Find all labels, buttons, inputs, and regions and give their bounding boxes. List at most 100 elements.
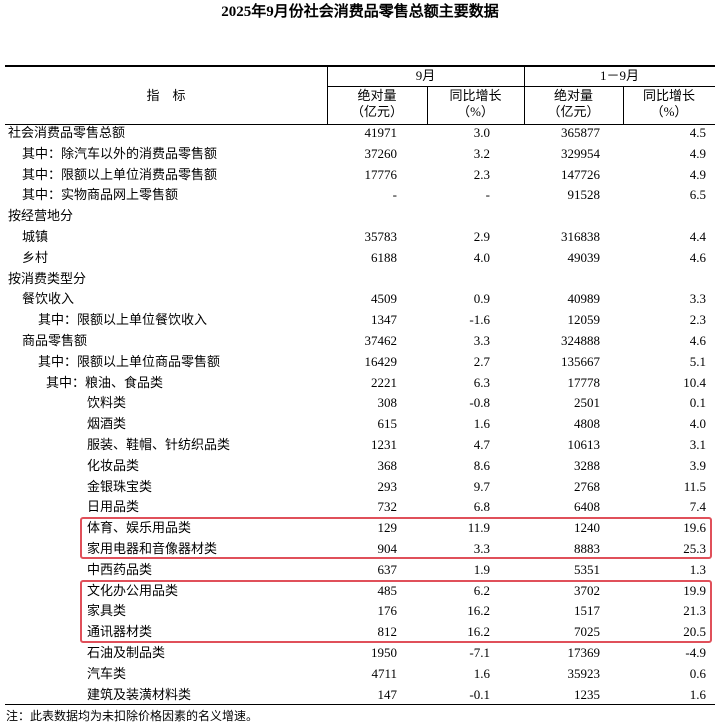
cell-value: 8.6 xyxy=(473,457,490,473)
cell-value: 4.0 xyxy=(689,416,706,432)
cell-value: 2501 xyxy=(574,395,600,411)
cell-value: 904 xyxy=(377,541,398,556)
cell-value: 20.5 xyxy=(683,624,706,640)
cell-value: -4.9 xyxy=(685,645,706,660)
cell-value: 0.9 xyxy=(473,291,490,307)
cell-value: 1.3 xyxy=(689,561,706,577)
cell-value: -1.6 xyxy=(469,312,490,328)
cell-value: 2768 xyxy=(574,478,600,494)
cell-value: 1240 xyxy=(574,520,600,536)
cell-value: 35923 xyxy=(567,665,601,681)
cell-value: 4.7 xyxy=(473,437,490,452)
cell-value: 3.3 xyxy=(689,291,706,307)
cell-value: 0.1 xyxy=(689,395,706,411)
cell-value: 25.3 xyxy=(683,541,706,556)
row-label: 按消费类型分 xyxy=(8,270,87,286)
cell-value: 10.4 xyxy=(683,374,706,390)
row-label: 按经营地分 xyxy=(8,208,74,224)
cell-value: 4.6 xyxy=(689,249,706,265)
cell-value: 4808 xyxy=(574,416,600,432)
cell-value: 1950 xyxy=(371,645,397,660)
rule xyxy=(427,86,428,124)
cell-value: 4.5 xyxy=(689,125,706,140)
cell-value: 4.6 xyxy=(689,333,706,348)
column-header: （%） xyxy=(457,104,494,119)
cell-value: 35783 xyxy=(364,229,398,244)
cell-value: 8883 xyxy=(574,541,600,556)
cell-value: 3.2 xyxy=(473,145,490,161)
row-label: 乡村 xyxy=(22,249,49,265)
cell-value: 6.8 xyxy=(473,499,490,515)
cell-value: 7.4 xyxy=(689,499,706,515)
cell-value: 49039 xyxy=(567,249,601,265)
cell-value: 37462 xyxy=(364,333,398,348)
cell-value: 615 xyxy=(377,416,398,432)
cell-value: 329954 xyxy=(561,145,600,161)
cell-value: 637 xyxy=(377,561,398,577)
row-label: 中西药品类 xyxy=(87,561,153,577)
row-label: 其中：限额以上单位商品零售额 xyxy=(38,353,221,369)
cell-value: 17778 xyxy=(567,374,601,390)
row-label: 饮料类 xyxy=(87,395,127,411)
row-label: 其中：限额以上单位餐饮收入 xyxy=(38,312,208,328)
cell-value: 19.6 xyxy=(683,520,706,536)
row-label: 家具类 xyxy=(87,603,127,619)
cell-value: 812 xyxy=(377,624,398,640)
row-label: 石油及制品类 xyxy=(87,645,166,660)
cell-value: 2.7 xyxy=(473,353,490,369)
cell-value: 40989 xyxy=(567,291,601,307)
cell-value: 21.3 xyxy=(683,603,706,619)
rule xyxy=(5,124,715,125)
cell-value: 3.9 xyxy=(689,457,706,473)
column-header: 绝对量 xyxy=(357,88,397,103)
cell-value: -0.1 xyxy=(469,686,490,702)
row-label: 餐饮收入 xyxy=(22,291,75,307)
cell-value: 4.4 xyxy=(689,229,706,244)
row-label: 日用品类 xyxy=(87,499,140,515)
column-header: 绝对量 xyxy=(553,88,593,103)
row-label: 建筑及装潢材料类 xyxy=(87,686,192,702)
cell-value: 41971 xyxy=(364,125,398,140)
row-label: 城镇 xyxy=(22,229,49,244)
cell-value: 3702 xyxy=(574,582,600,598)
cell-value: 16429 xyxy=(364,353,398,369)
rule xyxy=(5,65,715,67)
cell-value: 293 xyxy=(377,478,398,494)
cell-value: 4.9 xyxy=(689,145,706,161)
cell-value: 147726 xyxy=(561,166,600,182)
cell-value: 368 xyxy=(377,457,398,473)
row-label: 通讯器材类 xyxy=(87,624,153,640)
rule xyxy=(327,86,715,87)
cell-value: -0.8 xyxy=(469,395,490,411)
cell-value: 4509 xyxy=(371,291,397,307)
cell-value: 3.0 xyxy=(473,125,490,140)
cell-value: 324888 xyxy=(561,333,600,348)
cell-value: 6188 xyxy=(371,249,397,265)
cell-value: 1347 xyxy=(371,312,397,328)
cell-value: 176 xyxy=(377,603,398,619)
cell-value: 11.9 xyxy=(467,520,490,536)
row-label: 化妆品类 xyxy=(87,457,140,473)
rule xyxy=(5,704,715,705)
cell-value: - xyxy=(392,187,397,203)
rule xyxy=(327,66,328,124)
cell-value: 485 xyxy=(377,582,398,598)
row-label: 其中：实物商品网上零售额 xyxy=(22,187,179,203)
cell-value: 1231 xyxy=(371,437,397,452)
cell-value: 2.3 xyxy=(473,166,490,182)
note: 注：此表数据均为未扣除价格因素的名义增速。 xyxy=(6,709,259,723)
cell-value: 1.6 xyxy=(689,686,706,702)
column-header: 同比增长 xyxy=(449,88,502,103)
cell-value: 308 xyxy=(377,395,398,411)
cell-value: 129 xyxy=(377,520,398,536)
rule xyxy=(623,86,624,124)
cell-value: 1.6 xyxy=(473,665,490,681)
row-label: 其中：除汽车以外的消费品零售额 xyxy=(22,145,218,161)
cell-value: 91528 xyxy=(567,187,601,203)
header-item: 指 标 xyxy=(146,88,186,103)
cell-value: 37260 xyxy=(364,145,398,161)
cell-value: 7025 xyxy=(574,624,600,640)
row-label: 商品零售额 xyxy=(22,333,88,348)
cell-value: 17776 xyxy=(364,166,398,182)
